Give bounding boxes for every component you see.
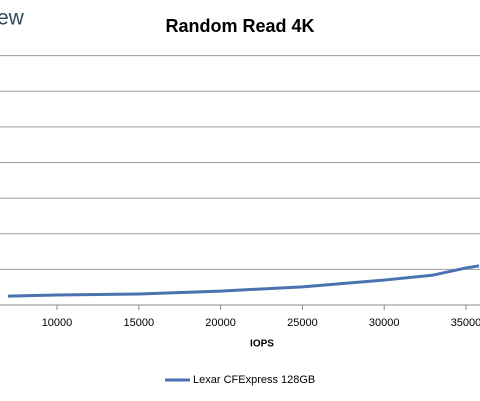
series-line <box>7 264 480 298</box>
chart-title: Random Read 4K <box>165 16 314 36</box>
x-tick-label: 35000 <box>451 317 480 329</box>
x-tick-label: 10000 <box>42 317 73 329</box>
x-tick-label: 30000 <box>369 317 400 329</box>
legend-label: Lexar CFExpress 128GB <box>193 374 315 386</box>
x-tick-label: 20000 <box>205 317 236 329</box>
x-axis-label: IOPS <box>250 339 274 350</box>
x-tick-label: 25000 <box>287 317 318 329</box>
x-tick-label: 15000 <box>124 317 155 329</box>
watermark: ew <box>0 7 25 30</box>
